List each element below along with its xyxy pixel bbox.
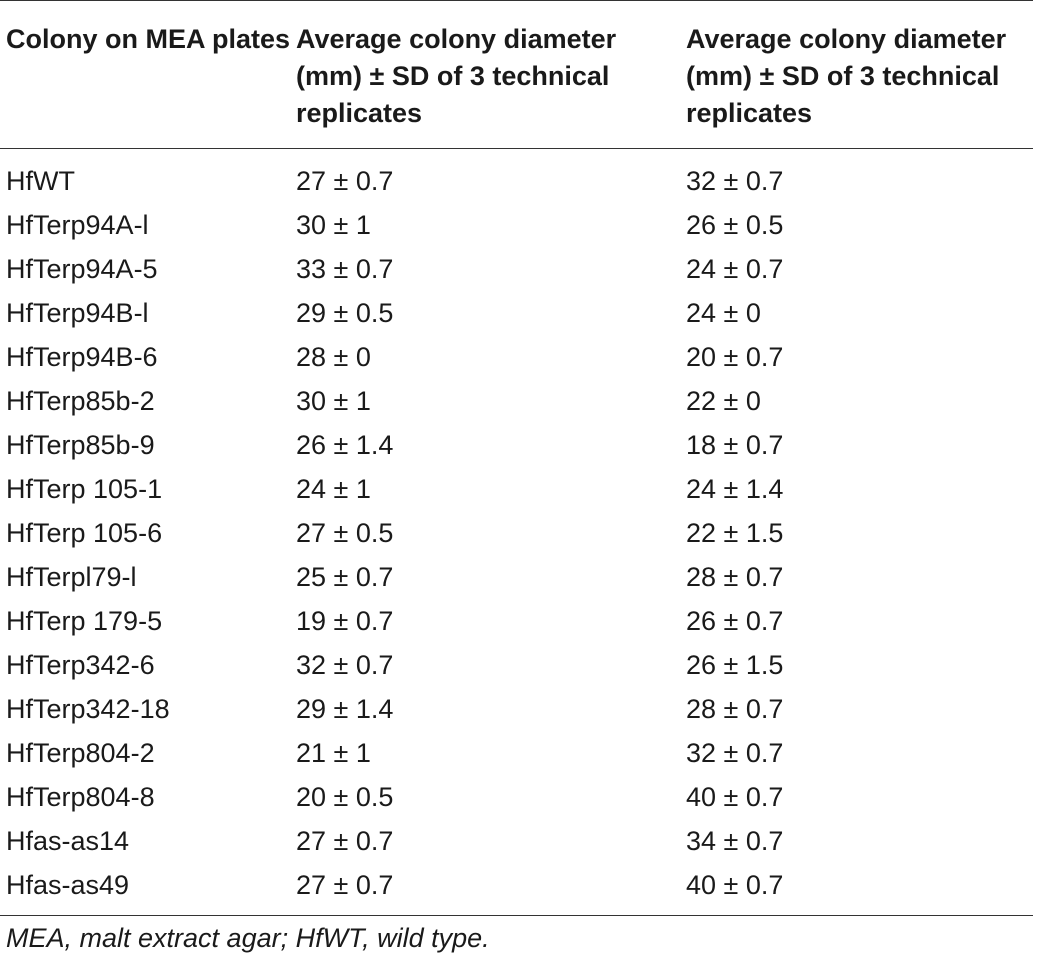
table-row: HfTerp342-6 32 ± 0.7 26 ± 1.5 xyxy=(0,643,1033,687)
table-row: HfTerp94B-6 28 ± 0 20 ± 0.7 xyxy=(0,335,1033,379)
cell-colony: HfTerp94A-5 xyxy=(6,254,158,284)
cell-diameter-1: 24 ± 1 xyxy=(296,474,371,504)
cell-diameter-2: 24 ± 0.7 xyxy=(686,254,784,284)
table-row: HfTerp804-2 21 ± 1 32 ± 0.7 xyxy=(0,731,1033,775)
header-row: Colony on MEA plates Average colony diam… xyxy=(0,0,1033,149)
cell-diameter-2: 32 ± 0.7 xyxy=(686,738,784,768)
cell-diameter-2: 34 ± 0.7 xyxy=(686,826,784,856)
cell-colony: HfTerp94B-l xyxy=(6,298,149,328)
cell-colony: HfTerp85b-9 xyxy=(6,430,155,460)
cell-colony: HfTerp94B-6 xyxy=(6,342,158,372)
cell-colony: HfTerp94A-l xyxy=(6,210,149,240)
cell-diameter-1: 29 ± 0.5 xyxy=(296,298,394,328)
cell-diameter-1: 27 ± 0.7 xyxy=(296,166,394,196)
cell-diameter-1: 27 ± 0.7 xyxy=(296,826,394,856)
table-footnote: MEA, malt extract agar; HfWT, wild type. xyxy=(6,923,490,953)
table-row: HfTerpl79-l 25 ± 0.7 28 ± 0.7 xyxy=(0,555,1033,599)
cell-diameter-2: 26 ± 0.5 xyxy=(686,210,784,240)
header-diameter-2: Average colony diameter (mm) ± SD of 3 t… xyxy=(686,24,1007,128)
cell-diameter-1: 27 ± 0.7 xyxy=(296,870,394,900)
cell-colony: Hfas-as49 xyxy=(6,870,130,900)
cell-colony: HfWT xyxy=(6,166,75,196)
header-diameter-1: Average colony diameter (mm) ± SD of 3 t… xyxy=(296,24,617,128)
cell-diameter-2: 26 ± 1.5 xyxy=(686,650,784,680)
cell-colony: HfTerp804-2 xyxy=(6,738,155,768)
cell-colony: HfTerp 105-6 xyxy=(6,518,163,548)
cell-diameter-2: 40 ± 0.7 xyxy=(686,870,784,900)
cell-diameter-1: 20 ± 0.5 xyxy=(296,782,394,812)
cell-diameter-1: 26 ± 1.4 xyxy=(296,430,394,460)
cell-diameter-2: 32 ± 0.7 xyxy=(686,166,784,196)
cell-diameter-2: 22 ± 0 xyxy=(686,386,761,416)
table-row: HfTerp94B-l 29 ± 0.5 24 ± 0 xyxy=(0,291,1033,335)
table-row: HfTerp85b-2 30 ± 1 22 ± 0 xyxy=(0,379,1033,423)
table-header: Colony on MEA plates Average colony diam… xyxy=(0,0,1033,149)
table-row: HfTerp94A-l 30 ± 1 26 ± 0.5 xyxy=(0,203,1033,247)
table-row: HfTerp 179-5 19 ± 0.7 26 ± 0.7 xyxy=(0,599,1033,643)
table-row: HfTerp 105-6 27 ± 0.5 22 ± 1.5 xyxy=(0,511,1033,555)
cell-diameter-1: 33 ± 0.7 xyxy=(296,254,394,284)
cell-colony: HfTerp342-18 xyxy=(6,694,170,724)
cell-diameter-1: 29 ± 1.4 xyxy=(296,694,394,724)
cell-diameter-1: 19 ± 0.7 xyxy=(296,606,394,636)
cell-diameter-1: 28 ± 0 xyxy=(296,342,371,372)
cell-diameter-2: 24 ± 1.4 xyxy=(686,474,784,504)
cell-colony: Hfas-as14 xyxy=(6,826,130,856)
table-row: Hfas-as14 27 ± 0.7 34 ± 0.7 xyxy=(0,819,1033,863)
cell-colony: HfTerp804-8 xyxy=(6,782,155,812)
table-row: Hfas-as49 27 ± 0.7 40 ± 0.7 xyxy=(0,863,1033,916)
cell-diameter-2: 28 ± 0.7 xyxy=(686,694,784,724)
cell-diameter-1: 30 ± 1 xyxy=(296,386,371,416)
cell-diameter-2: 28 ± 0.7 xyxy=(686,562,784,592)
table-row: HfTerp94A-5 33 ± 0.7 24 ± 0.7 xyxy=(0,247,1033,291)
cell-diameter-2: 26 ± 0.7 xyxy=(686,606,784,636)
cell-diameter-1: 21 ± 1 xyxy=(296,738,371,768)
table-row: HfWT 27 ± 0.7 32 ± 0.7 xyxy=(0,149,1033,204)
cell-diameter-2: 20 ± 0.7 xyxy=(686,342,784,372)
table-body: HfWT 27 ± 0.7 32 ± 0.7 HfTerp94A-l 30 ± 1 26 … xyxy=(0,149,1033,916)
table-row: HfTerp85b-9 26 ± 1.4 18 ± 0.7 xyxy=(0,423,1033,467)
table-row: HfTerp342-18 29 ± 1.4 28 ± 0.7 xyxy=(0,687,1033,731)
cell-diameter-2: 24 ± 0 xyxy=(686,298,761,328)
cell-diameter-1: 25 ± 0.7 xyxy=(296,562,394,592)
cell-colony: HfTerp342-6 xyxy=(6,650,155,680)
cell-colony: HfTerp 179-5 xyxy=(6,606,163,636)
cell-diameter-2: 18 ± 0.7 xyxy=(686,430,784,460)
header-colony: Colony on MEA plates xyxy=(6,24,291,54)
table-row: HfTerp 105-1 24 ± 1 24 ± 1.4 xyxy=(0,467,1033,511)
cell-diameter-1: 32 ± 0.7 xyxy=(296,650,394,680)
cell-colony: HfTerp 105-1 xyxy=(6,474,163,504)
table-row: HfTerp804-8 20 ± 0.5 40 ± 0.7 xyxy=(0,775,1033,819)
cell-colony: HfTerp85b-2 xyxy=(6,386,155,416)
cell-diameter-2: 22 ± 1.5 xyxy=(686,518,784,548)
colony-diameter-table: Colony on MEA plates Average colony diam… xyxy=(0,0,1033,916)
cell-diameter-1: 27 ± 0.5 xyxy=(296,518,394,548)
cell-diameter-1: 30 ± 1 xyxy=(296,210,371,240)
cell-colony: HfTerpl79-l xyxy=(6,562,137,592)
cell-diameter-2: 40 ± 0.7 xyxy=(686,782,784,812)
